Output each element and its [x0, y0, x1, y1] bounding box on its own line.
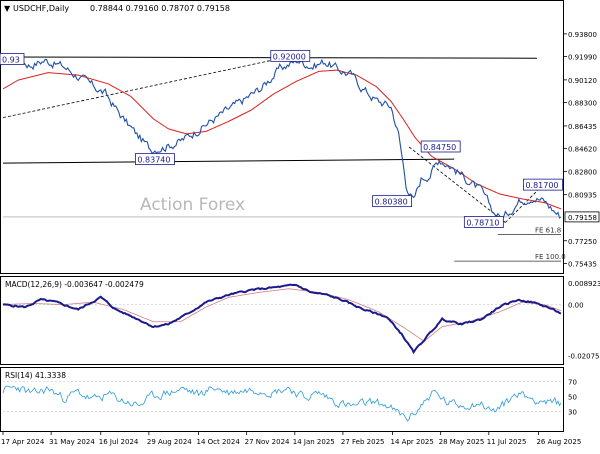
price-tick-label-3: 0.88300: [568, 100, 597, 108]
annotation-label-6: 0.78710: [466, 219, 499, 228]
rsi-layer: [2, 380, 562, 422]
rsi-tick-label-2: 30: [568, 408, 577, 416]
price-tick-label-8: 0.79158: [568, 214, 597, 222]
macd-title: MACD(12,26,9) -0.003647 -0.002479: [5, 280, 144, 289]
rsi-panel-frame: [0, 367, 564, 432]
annotation-6: 0.78710: [463, 216, 504, 228]
price-tick-label-4: 0.86435: [568, 123, 597, 131]
macd-signal-line: [2, 288, 562, 342]
x-tick-label-5: 27 Nov 2024: [245, 438, 290, 446]
trendline-dashed-rising: [2, 55, 291, 119]
rsi-line: [2, 385, 562, 422]
rsi-title: RSI(14) 41.3338: [5, 371, 66, 380]
fe-label-0: FE 61.8: [535, 227, 561, 235]
annotation-box-0: [0, 53, 25, 65]
macd-panel-frame: [0, 276, 564, 365]
macd-main-line: [2, 283, 562, 355]
annotation-label-2: 0.83740: [137, 156, 170, 165]
price-line: [2, 54, 562, 221]
annotation-box-2: [135, 153, 175, 166]
x-tick-label-7: 27 Feb 2025: [341, 438, 385, 446]
x-tick-label-3: 29 Aug 2024: [147, 438, 192, 446]
annotation-box-3: [420, 140, 461, 153]
macd-tick-label-2: -0.020759: [568, 352, 600, 360]
annotation-label-0: 0.93: [2, 56, 20, 65]
macd-tick-label-1: 0.00: [568, 302, 584, 310]
ohlc-text: 0.78844 0.79160 0.78707 0.79158: [90, 4, 230, 13]
x-tick-label-9: 28 May 2025: [439, 438, 485, 446]
annotation-box-4: [372, 195, 413, 208]
trendline-lower: [2, 158, 455, 164]
current-price-box: [564, 211, 600, 223]
trendline-dashed-falling: [408, 146, 506, 223]
price-panel-frame: [0, 0, 564, 274]
annotation-box-6: [463, 216, 504, 228]
x-tick-label-1: 31 May 2024: [49, 438, 95, 446]
macd-tick-label-0: 0.008923: [568, 280, 600, 288]
annotation-5: 0.81700: [523, 178, 563, 191]
price-tick-label-5: 0.84620: [568, 146, 597, 154]
macd-layer: [2, 283, 562, 355]
price-tick-label-0: 0.93800: [568, 31, 597, 39]
price-tick-label-9: 0.77250: [568, 238, 597, 246]
rsi-tick-label-1: 50: [568, 393, 577, 401]
annotation-2: 0.83740: [135, 153, 175, 166]
x-tick-label-8: 14 Apr 2025: [391, 438, 434, 446]
x-tick-label-4: 14 Oct 2024: [197, 438, 241, 446]
annotation-label-5: 0.81700: [525, 181, 558, 190]
watermark: Action Forex: [140, 195, 245, 215]
annotation-box-5: [523, 178, 563, 191]
annotation-label-3: 0.84750: [423, 143, 456, 152]
annotation-0: 0.93: [0, 53, 25, 65]
annotation-label-1: 0.92000: [273, 52, 306, 61]
trendline-upper: [2, 56, 537, 59]
header-arrow-icon[interactable]: ▼: [4, 4, 11, 13]
symbol-label: USDCHF,Daily: [13, 4, 69, 13]
price-tick-label-2: 0.90120: [568, 77, 597, 85]
annotation-label-4: 0.80380: [375, 198, 408, 207]
fe-label-1: FE 100.0: [535, 253, 566, 261]
rsi-tick-label-0: 70: [568, 378, 577, 386]
price-layer: FE 61.8 FE 100.0 0.93 0.92000 0.83740 0.84750…: [0, 49, 566, 262]
annotation-1: 0.92000: [270, 49, 311, 62]
annotation-3: 0.84750: [420, 140, 461, 153]
x-tick-label-6: 14 Jan 2025: [293, 438, 335, 446]
axis-layer: 0.93800 0.91990 0.90120 0.88300 0.86435 0.846…: [1, 31, 600, 446]
price-tick-label-1: 0.91990: [568, 54, 597, 62]
price-tick-label-6: 0.82800: [568, 168, 597, 176]
annotation-4: 0.80380: [372, 195, 413, 208]
x-tick-label-0: 17 Apr 2024: [1, 438, 45, 446]
annotation-box-1: [270, 49, 311, 62]
x-tick-label-10: 11 Jul 2025: [487, 438, 527, 446]
x-tick-label-11: 26 Aug 2025: [536, 438, 581, 446]
price-tick-label-7: 0.80935: [568, 192, 597, 200]
price-tick-label-10: 0.75435: [568, 260, 597, 268]
sma-line: [2, 69, 562, 210]
x-tick-label-2: 16 Jul 2024: [99, 438, 139, 446]
